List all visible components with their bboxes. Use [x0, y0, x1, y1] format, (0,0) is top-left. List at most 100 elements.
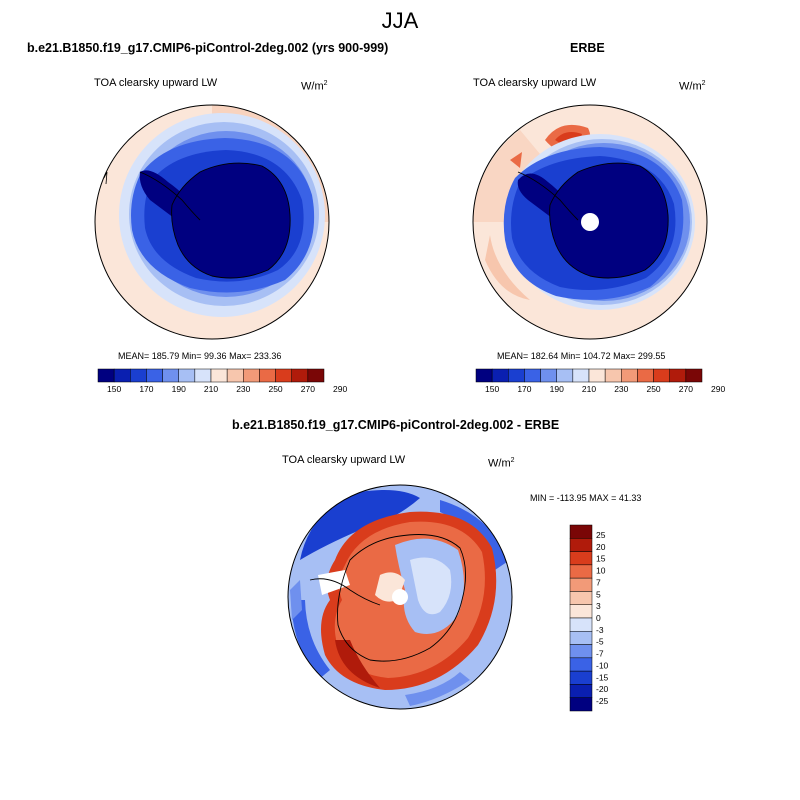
diff-polar-missing-data — [392, 589, 408, 605]
obs-colorbar-box — [475, 368, 493, 383]
model-colorbar-box — [275, 368, 292, 383]
obs-colorbar-box — [621, 368, 638, 383]
obs-colorbar-box — [637, 368, 654, 383]
diff-colorbar-box — [569, 524, 593, 539]
diff-colorbar-tick-label: 7 — [596, 577, 601, 587]
model-units-label: W/m2 — [301, 80, 328, 93]
model-coastline — [171, 162, 291, 279]
diff-colorbar-tick-label: 3 — [596, 601, 601, 611]
obs-colorbar-box — [508, 368, 525, 383]
model-colorbar-box — [194, 368, 212, 383]
obs-colorbar: 150 170 190 210 230 250 270 290 — [475, 368, 726, 394]
obs-colorbar-box — [604, 368, 622, 383]
obs-colorbar-tick-label: 150 — [485, 384, 499, 394]
diff-colorbar-box — [569, 591, 593, 605]
diff-colorbar-box — [569, 564, 593, 579]
obs-colorbar-box — [653, 368, 670, 383]
model-colorbar: 150 170 190 210 230 250 270 290 — [97, 368, 348, 394]
diff-colorbar-box — [569, 617, 593, 632]
model-colorbar-box — [178, 368, 196, 383]
obs-colorbar-tick-label: 190 — [550, 384, 564, 394]
diff-colorbar-box — [569, 577, 593, 592]
diff-colorbar: 25 20 15 107 5 3 0 -3 -5 -7-10 -15 -20 -25 — [569, 524, 609, 712]
diff-colorbar-tick-label: -25 — [596, 696, 609, 706]
model-colorbar-tick-label: 230 — [236, 384, 250, 394]
obs-colorbar-box — [685, 368, 703, 383]
obs-colorbar-box — [572, 368, 590, 383]
diff-colorbar-box — [569, 644, 593, 659]
obs-units-label: W/m2 — [679, 80, 706, 93]
diff-coastline — [337, 534, 466, 662]
diff-colorbar-tick-label: -5 — [596, 637, 604, 647]
obs-polar-map — [473, 105, 707, 339]
diff-colorbar-tick-label: 10 — [596, 566, 606, 576]
obs-colorbar-box — [524, 368, 541, 383]
model-colorbar-box — [146, 368, 163, 383]
diff-colorbar-tick-label: 25 — [596, 530, 606, 540]
obs-panel-title: ERBE — [570, 41, 605, 55]
model-variable-label: TOA clearsky upward LW — [94, 77, 218, 89]
diff-colorbar-tick-label: -15 — [596, 672, 609, 682]
obs-coastline — [549, 162, 669, 279]
obs-colorbar-box — [669, 368, 687, 383]
diff-panel-title: b.e21.B1850.f19_g17.CMIP6-piControl-2deg… — [232, 418, 560, 432]
model-colorbar-tick-label: 170 — [139, 384, 153, 394]
figure-title: JJA — [381, 8, 419, 33]
model-panel-title: b.e21.B1850.f19_g17.CMIP6-piControl-2deg… — [27, 41, 389, 55]
diff-colorbar-box — [569, 670, 593, 685]
model-colorbar-tick-label: 250 — [268, 384, 282, 394]
diff-colorbar-tick-label: 15 — [596, 554, 606, 564]
obs-map-frame — [472, 104, 708, 340]
diff-colorbar-box — [569, 697, 593, 712]
obs-stats: MEAN= 182.64 Min= 104.72 Max= 299.55 — [497, 351, 666, 361]
diff-stats: MIN = -113.95 MAX = 41.33 — [530, 493, 642, 503]
diff-units-label: W/m2 — [488, 457, 515, 470]
diff-colorbar-box — [569, 604, 593, 619]
model-colorbar-box — [162, 368, 179, 383]
diff-colorbar-tick-label: -20 — [596, 684, 609, 694]
model-colorbar-tick-label: 210 — [204, 384, 218, 394]
model-colorbar-tick-label: 270 — [301, 384, 315, 394]
diff-colorbar-box — [569, 657, 593, 672]
model-polar-map — [95, 105, 329, 339]
model-stats: MEAN= 185.79 Min= 99.36 Max= 233.36 — [118, 351, 282, 361]
diff-variable-label: TOA clearsky upward LW — [282, 454, 406, 466]
model-colorbar-tick-label: 290 — [333, 384, 347, 394]
obs-polar-missing-data — [581, 213, 599, 231]
obs-colorbar-tick-label: 230 — [614, 384, 628, 394]
model-colorbar-box — [243, 368, 260, 383]
diff-polar-map — [288, 485, 512, 709]
model-colorbar-tick-label: 150 — [107, 384, 121, 394]
obs-colorbar-box — [491, 368, 509, 383]
obs-variable-label: TOA clearsky upward LW — [473, 77, 597, 89]
diff-map-frame — [287, 484, 513, 710]
obs-colorbar-tick-label: 270 — [679, 384, 693, 394]
model-colorbar-box — [226, 368, 244, 383]
diff-colorbar-tick-label: -3 — [596, 625, 604, 635]
model-colorbar-box — [113, 368, 131, 383]
model-colorbar-box — [97, 368, 115, 383]
obs-colorbar-box — [588, 368, 606, 383]
model-colorbar-tick-label: 190 — [172, 384, 186, 394]
obs-colorbar-tick-label: 170 — [517, 384, 531, 394]
diff-colorbar-box — [569, 551, 593, 566]
diff-colorbar-tick-label: -7 — [596, 649, 604, 659]
diff-colorbar-tick-label: 0 — [596, 613, 601, 623]
diff-colorbar-box — [569, 538, 593, 552]
diff-colorbar-tick-label: 20 — [596, 542, 606, 552]
model-map-frame — [94, 104, 330, 340]
model-colorbar-box — [307, 368, 325, 383]
obs-colorbar-box — [540, 368, 557, 383]
diff-colorbar-box — [569, 684, 593, 698]
diff-colorbar-box — [569, 631, 593, 645]
obs-colorbar-tick-label: 290 — [711, 384, 725, 394]
obs-colorbar-box — [556, 368, 574, 383]
model-colorbar-box — [259, 368, 276, 383]
model-colorbar-box — [291, 368, 309, 383]
diff-colorbar-tick-label: -10 — [596, 660, 609, 670]
obs-colorbar-tick-label: 210 — [582, 384, 596, 394]
diff-colorbar-tick-label: 5 — [596, 589, 601, 599]
model-colorbar-box — [210, 368, 228, 383]
obs-colorbar-tick-label: 250 — [646, 384, 660, 394]
